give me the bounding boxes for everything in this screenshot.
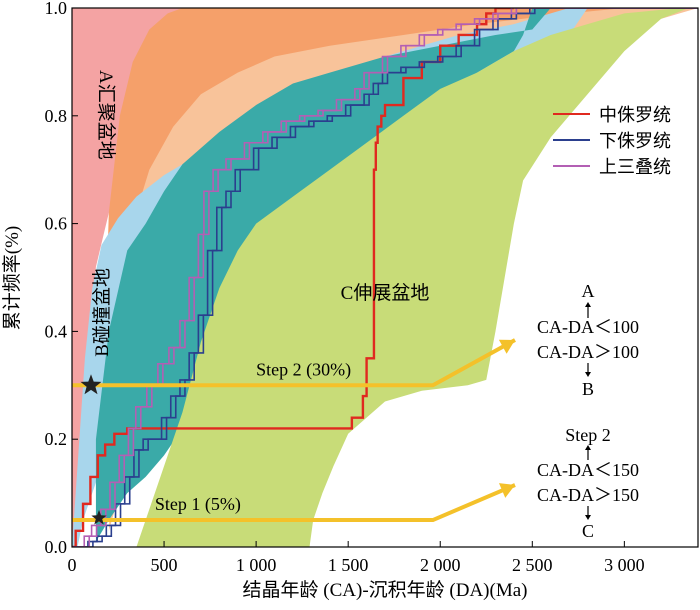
- y-tick-label: 1.0: [45, 0, 68, 18]
- rule-c-gt-text: CA-DA＞150: [537, 485, 639, 505]
- step1-label: Step 1 (5%): [155, 494, 241, 515]
- region-label-a: A汇聚盆地: [95, 70, 117, 160]
- series-line-1-1: [74, 8, 698, 547]
- y-axis-label: 累计频率(%): [1, 226, 23, 330]
- rule-c-arrow-head: [585, 515, 591, 520]
- x-tick-label: 500: [151, 555, 178, 575]
- x-tick-label: 3 000: [604, 555, 645, 575]
- rule-step2-arrow-head: [585, 445, 591, 450]
- step2-label: Step 2 (30%): [256, 359, 351, 380]
- star-marker-step1: [91, 510, 107, 525]
- series-layer: [72, 8, 698, 547]
- rule-a-text: CA-DA＜100: [537, 317, 639, 337]
- step1-arrow-head: [498, 483, 515, 498]
- y-tick-label: 0.0: [45, 537, 68, 557]
- region-label-b: B碰撞盆地: [91, 268, 113, 357]
- star-marker-step2: [80, 374, 102, 395]
- x-tick-label: 2 500: [512, 555, 553, 575]
- plot-frame: [71, 7, 699, 548]
- rule-c-lt-text: CA-DA＜150: [537, 460, 639, 480]
- rule-b-label: B: [582, 379, 594, 399]
- series-line-2-1: [74, 8, 698, 547]
- series-line-1-0: [72, 8, 696, 547]
- y-tick-label: 0.4: [45, 321, 68, 341]
- legend-label-0: 中侏罗统: [599, 105, 671, 125]
- x-tick-label: 1 000: [236, 555, 277, 575]
- x-axis-label: 结晶年龄 (CA)-沉积年龄 (DA)(Ma): [243, 579, 528, 601]
- rule-b-text: CA-DA＞100: [537, 342, 639, 362]
- rule-step2-text: Step 2: [565, 425, 611, 445]
- region-5: [136, 8, 689, 547]
- legend-label-2: 上三叠统: [599, 157, 671, 177]
- rule-b-arrow-head: [585, 372, 591, 377]
- x-tick-label: 2 000: [420, 555, 461, 575]
- rule-a-arrow-head: [585, 302, 591, 307]
- y-tick-label: 0.2: [45, 429, 68, 449]
- step2-arrow-head: [498, 339, 515, 354]
- step1-arrow-line: [72, 483, 516, 523]
- x-tick-label: 1 500: [328, 555, 369, 575]
- step2-arrow-line: [72, 338, 516, 388]
- rule-a-label: A: [582, 281, 595, 301]
- x-tick-label: 0: [68, 555, 77, 575]
- rule-c-label: C: [582, 521, 594, 541]
- legend-label-1: 下侏罗统: [599, 131, 671, 151]
- series-line-0-0: [72, 8, 514, 547]
- axes-layer: 0 500 1 000 1 500 2 000 2 500 3 000 0.0 0.2 0.4 0.…: [45, 0, 645, 575]
- y-tick-label: 0.8: [45, 106, 68, 126]
- region-label-c: C伸展盆地: [341, 282, 430, 304]
- y-tick-label: 0.6: [45, 214, 68, 234]
